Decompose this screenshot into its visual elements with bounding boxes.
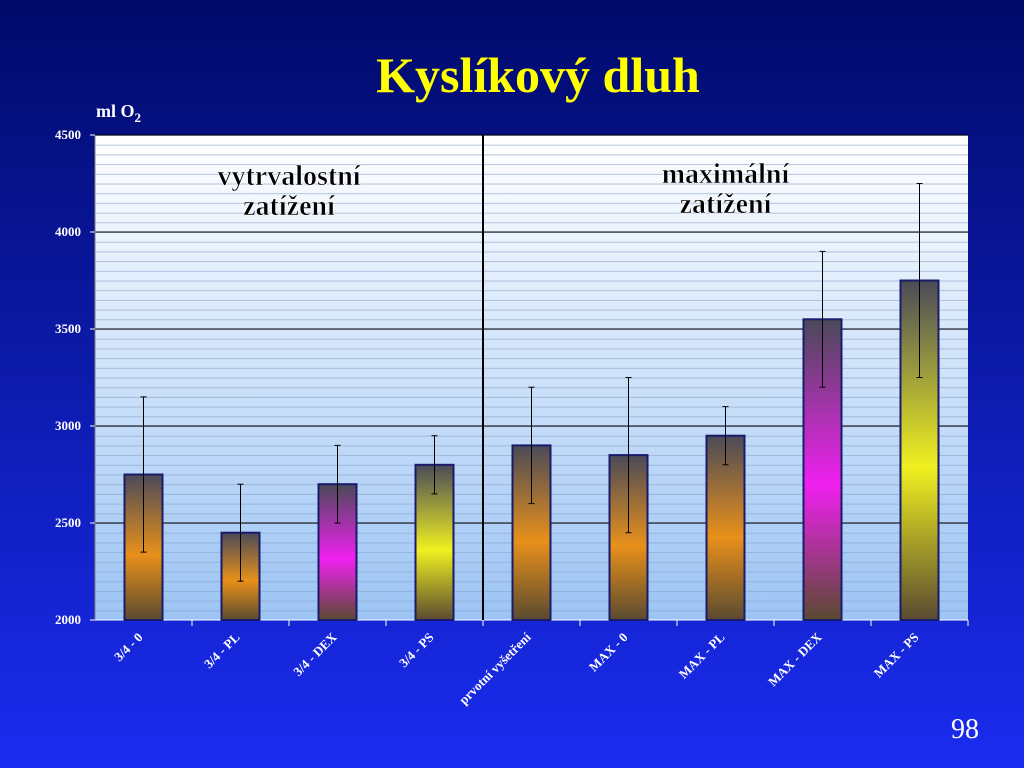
y-label-sub: 2 (135, 110, 142, 125)
y-tick-label: 4000 (55, 224, 81, 239)
y-tick-label: 3000 (55, 418, 81, 433)
title: Kyslíkový dluh (376, 47, 700, 103)
y-tick-label: 4500 (55, 127, 81, 142)
y-label-text: ml O (96, 101, 135, 121)
y-tick-label: 3500 (55, 321, 81, 336)
annotation: zatížení (680, 189, 773, 220)
y-tick-label: 2000 (55, 612, 81, 627)
annotation: zatížení (243, 191, 336, 222)
bar (705, 434, 746, 622)
y-tick-label: 2500 (55, 515, 81, 530)
annotation: vytrvalostní (217, 161, 361, 192)
y-label: ml O2 (96, 101, 141, 125)
page-number: 98 (951, 714, 979, 745)
annotation: maximální (662, 159, 791, 190)
